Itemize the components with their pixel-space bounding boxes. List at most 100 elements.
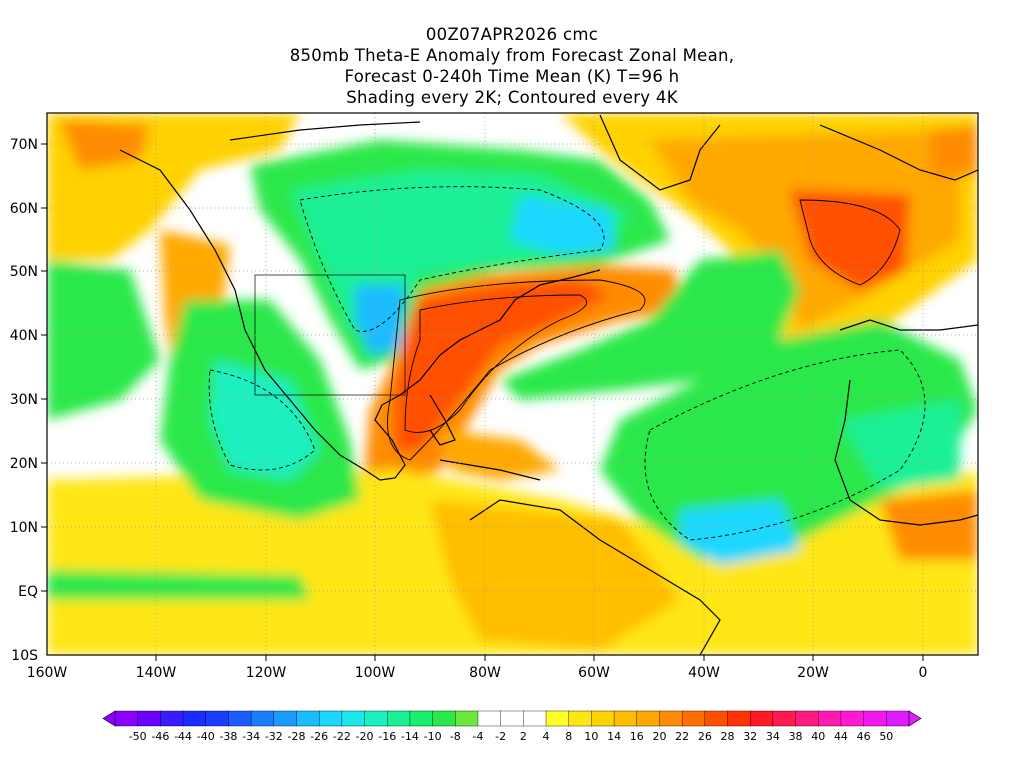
- lat-label-60n: 60N: [10, 201, 38, 217]
- lon-label-100w: 100W: [355, 665, 396, 681]
- sahara-cold-region: [840, 400, 960, 490]
- colorbar-swatch-13: [409, 710, 434, 727]
- north-pacific-cold-region: [47, 260, 160, 420]
- colorbar-swatch-31: [818, 710, 842, 727]
- north-america-coast: [119, 149, 601, 481]
- colorbar-label: 28: [721, 730, 735, 743]
- colorbar-swatch-33: [863, 710, 888, 727]
- south-america-coast: [469, 499, 721, 655]
- colorbar-swatch-17: [500, 710, 525, 727]
- colorbar-swatch-9: [318, 710, 343, 727]
- lat-label-10s: 10S: [11, 648, 38, 664]
- scandinavia-warm-region: [930, 125, 978, 175]
- colorbar-swatch-6: [250, 710, 275, 727]
- colorbar-swatch-29: [772, 710, 797, 727]
- colorbar-swatch-0: [114, 710, 139, 727]
- colorbar-swatch-28: [750, 710, 774, 727]
- map-frame: [46, 112, 979, 656]
- colorbar-label: 22: [675, 730, 689, 743]
- greenland-contour: [799, 199, 901, 286]
- colorbar-swatch-25: [681, 710, 706, 727]
- colorbar-label: -16: [378, 730, 396, 743]
- colorbar-label: 2: [520, 730, 527, 743]
- florida-coast: [429, 394, 456, 446]
- colorbar-label: 14: [607, 730, 621, 743]
- colorbar-swatch-10: [341, 710, 366, 727]
- colorbar-swatch-14: [432, 710, 456, 727]
- lat-label-30n: 30N: [10, 392, 38, 408]
- colorbar-swatch-23: [636, 710, 661, 727]
- colorbar-label: 20: [652, 730, 666, 743]
- south-america-warm-region: [430, 500, 680, 650]
- lat-label-50n: 50N: [10, 264, 38, 280]
- arctic-coast: [229, 121, 421, 141]
- colorbar-label: 4: [543, 730, 550, 743]
- lat-axis: 70N 60N 50N 40N 30N 20N 10N EQ 10S: [10, 137, 47, 664]
- colorbar-swatch-34: [886, 710, 910, 727]
- shaded-field: [47, 113, 978, 655]
- west-africa-coast: [834, 379, 978, 526]
- colorbar: -50 -46 -44 -40 -38 -34 -32 -28 -26 -22 -20 -16 -14-…: [102, 710, 922, 743]
- colorbar-label: -38: [219, 730, 237, 743]
- colorbar-label: -40: [197, 730, 215, 743]
- colorbar-swatch-30: [795, 710, 819, 727]
- lon-label-0: 0: [919, 665, 928, 681]
- colorbar-min-arrow: [102, 710, 116, 727]
- colorbar-swatch-19: [545, 710, 570, 727]
- lon-label-140w: 140W: [136, 665, 177, 681]
- colorbar-label: -22: [333, 730, 351, 743]
- lat-label-eq: EQ: [18, 584, 38, 600]
- greenland-coast: [599, 114, 721, 191]
- colorbar-swatch-12: [387, 710, 411, 727]
- mid-atlantic-cold-region: [500, 250, 800, 400]
- lat-label-10n: 10N: [10, 520, 38, 536]
- anomaly-contours: [208, 186, 926, 541]
- colorbar-swatch-8: [296, 710, 320, 727]
- colorbar-label: 40: [811, 730, 825, 743]
- lat-label-40n: 40N: [10, 328, 38, 344]
- colorbar-label: -50: [129, 730, 147, 743]
- colorbar-swatch-21: [591, 710, 615, 727]
- colorbar-label: 10: [584, 730, 598, 743]
- colorbar-label: 26: [698, 730, 712, 743]
- colorbar-swatch-15: [455, 710, 479, 727]
- tropical-atlantic-cold-region: [600, 320, 978, 560]
- colorbar-swatch-27: [727, 710, 751, 727]
- colorbar-swatch-3: [182, 710, 207, 727]
- colorbar-label: -32: [265, 730, 283, 743]
- colorbar-label: -2: [495, 730, 506, 743]
- colorbar-label: -34: [242, 730, 260, 743]
- colorbar-swatch-4: [205, 710, 230, 727]
- title-line-2: 850mb Theta-E Anomaly from Forecast Zona…: [289, 46, 735, 65]
- coastlines: [119, 114, 978, 655]
- lon-label-60w: 60W: [578, 665, 610, 681]
- colorbar-label: 50: [879, 730, 893, 743]
- lon-label-20w: 20W: [797, 665, 829, 681]
- colorbar-label: 8: [565, 730, 572, 743]
- colorbar-label: -14: [401, 730, 419, 743]
- lon-axis: 160W 140W 120W 100W 80W 60W 40W 20W 0: [27, 655, 928, 681]
- colorbar-label: 34: [766, 730, 780, 743]
- east-us-red-region: [395, 280, 610, 450]
- title-line-1: 00Z07APR2026 cmc: [425, 25, 599, 44]
- colorbar-label: 38: [789, 730, 803, 743]
- colorbar-swatch-26: [704, 710, 729, 727]
- colorbar-label: 32: [743, 730, 757, 743]
- colorbar-swatch-22: [613, 710, 638, 727]
- atlantic-cold-contour: [644, 349, 926, 541]
- colorbar-label: 44: [834, 730, 848, 743]
- map-title: 00Z07APR2026 cmc 850mb Theta-E Anomaly f…: [0, 24, 1024, 108]
- cold-contour-dashed: [299, 186, 605, 332]
- colorbar-swatch-20: [568, 710, 593, 727]
- europe-coast: [839, 319, 978, 331]
- colorbar-label: -20: [356, 730, 374, 743]
- africa-warm-region: [880, 490, 978, 560]
- title-line-4: Shading every 2K; Contoured every 4K: [346, 88, 678, 107]
- colorbar-label: -4: [472, 730, 483, 743]
- scandinavia-coast: [819, 124, 978, 181]
- warm-contour-2: [404, 294, 588, 433]
- colorbar-label: -44: [174, 730, 192, 743]
- lon-label-40w: 40W: [688, 665, 720, 681]
- warm-contour-1: [387, 279, 646, 461]
